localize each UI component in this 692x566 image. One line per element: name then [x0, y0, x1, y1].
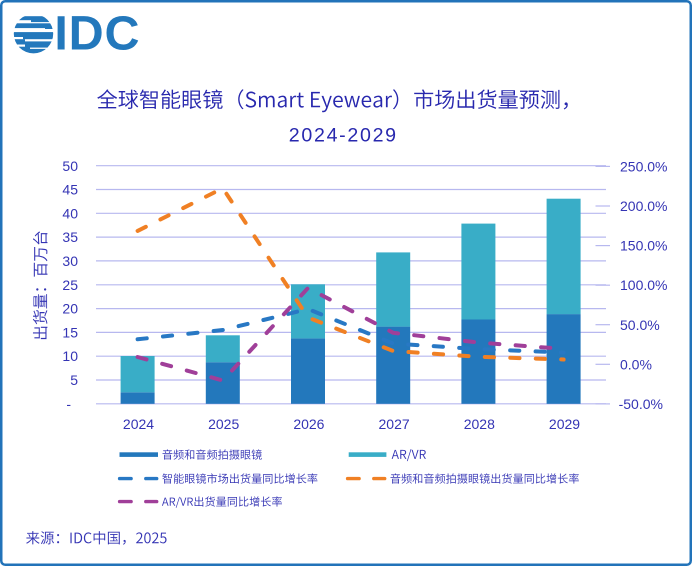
svg-text:50: 50 [62, 158, 78, 174]
svg-text:150.0%: 150.0% [620, 238, 667, 254]
svg-text:2024-2029: 2024-2029 [289, 125, 398, 147]
svg-text:2024: 2024 [123, 416, 154, 432]
svg-text:2027: 2027 [379, 416, 410, 432]
svg-text:2029: 2029 [549, 416, 580, 432]
svg-text:5: 5 [70, 372, 78, 388]
svg-text:2028: 2028 [464, 416, 495, 432]
svg-text:40: 40 [62, 205, 78, 221]
svg-text:35: 35 [62, 229, 78, 245]
svg-text:-: - [66, 396, 71, 412]
svg-text:-50.0%: -50.0% [619, 396, 663, 412]
svg-text:10: 10 [62, 348, 78, 364]
svg-text:0.0%: 0.0% [620, 356, 652, 372]
svg-text:200.0%: 200.0% [620, 198, 667, 214]
svg-text:15: 15 [62, 324, 78, 340]
svg-text:100.0%: 100.0% [620, 277, 667, 293]
svg-text:20: 20 [62, 301, 78, 317]
svg-text:2025: 2025 [208, 416, 239, 432]
svg-text:IDC: IDC [54, 7, 140, 61]
svg-text:50.0%: 50.0% [620, 317, 660, 333]
svg-text:45: 45 [62, 182, 78, 198]
svg-text:2026: 2026 [293, 416, 324, 432]
svg-text:250.0%: 250.0% [620, 159, 667, 175]
svg-text:30: 30 [62, 253, 78, 269]
svg-text:25: 25 [62, 277, 78, 293]
